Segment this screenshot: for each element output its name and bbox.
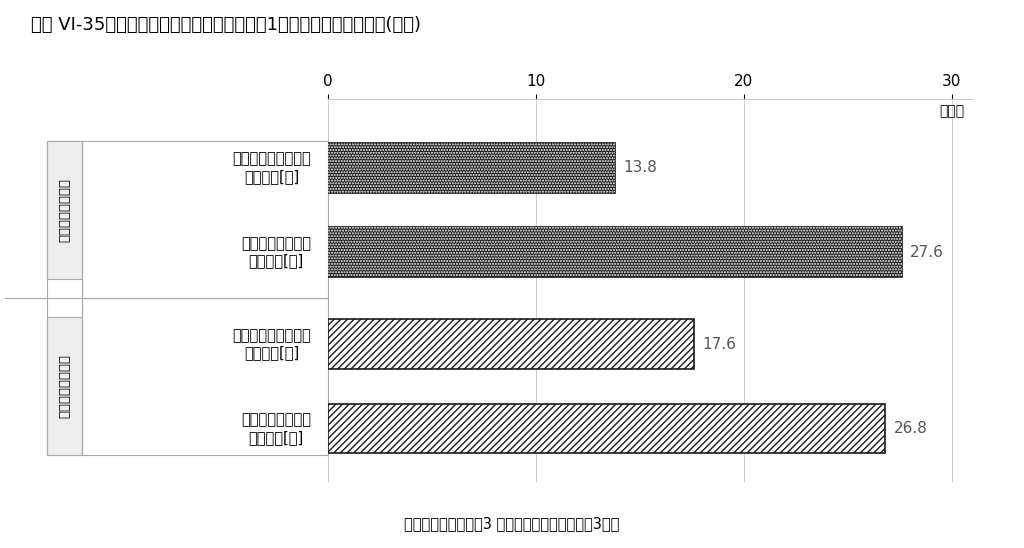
Text: 担当可能利用者の
平均人数[人]: 担当可能利用者の 平均人数[人] xyxy=(241,412,311,445)
Text: 担当可能利用者の
平均人数[人]: 担当可能利用者の 平均人数[人] xyxy=(241,236,311,269)
Text: 通常の担当利用者の
平均人数[人]: 通常の担当利用者の 平均人数[人] xyxy=(232,328,311,361)
Text: （人）: （人） xyxy=(939,104,965,118)
Text: 介護老人福祉施設: 介護老人福祉施設 xyxy=(58,178,71,242)
Bar xyxy=(328,143,614,193)
Text: 図表 VI-35　全床調査の各施設における職吴1人あたり担当利用者数(平均): 図表 VI-35 全床調査の各施設における職吴1人あたり担当利用者数(平均) xyxy=(31,16,421,35)
Text: 17.6: 17.6 xyxy=(702,336,736,352)
Bar xyxy=(47,317,82,455)
Text: 27.6: 27.6 xyxy=(910,244,944,260)
Bar xyxy=(328,403,886,454)
Bar xyxy=(47,141,82,455)
Text: 通常の担当利用者の
平均人数[人]: 通常の担当利用者の 平均人数[人] xyxy=(232,151,311,184)
Text: 介護老人保健施設: 介護老人保健施設 xyxy=(58,355,71,418)
Bar xyxy=(328,143,614,193)
Bar xyxy=(328,227,902,277)
Text: 介護老人福祉施設：3 施設、介護老人保健施設3施設: 介護老人福祉施設：3 施設、介護老人保健施設3施設 xyxy=(404,517,620,532)
Bar xyxy=(328,227,902,277)
Bar xyxy=(328,319,694,369)
Text: 26.8: 26.8 xyxy=(894,421,928,436)
Bar xyxy=(82,141,328,455)
Bar xyxy=(47,141,82,279)
Text: 13.8: 13.8 xyxy=(624,160,657,175)
